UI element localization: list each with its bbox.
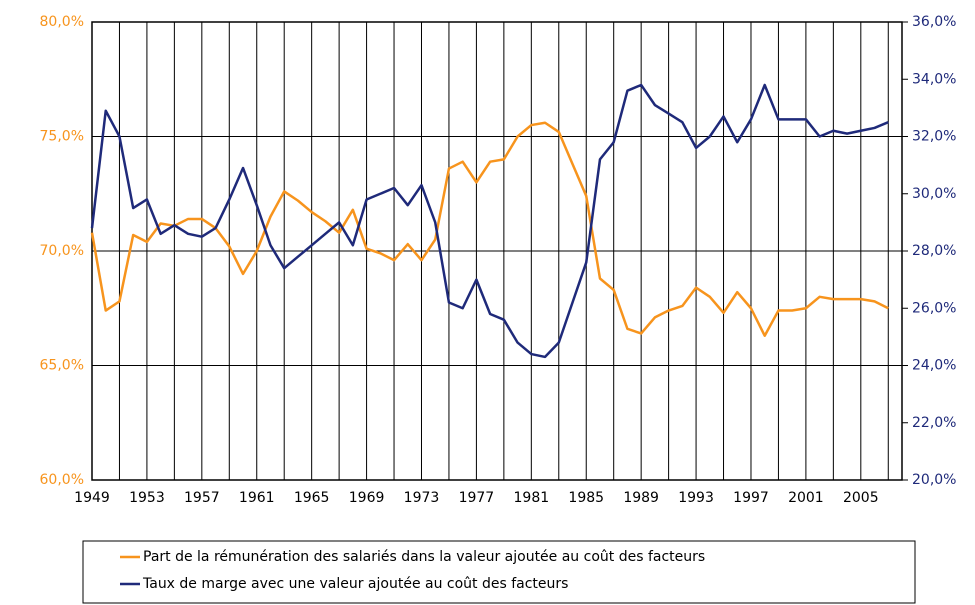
x-tick-label: 1957	[184, 490, 220, 506]
x-tick-label: 1961	[239, 490, 275, 506]
legend-label: Taux de marge avec une valeur ajoutée au…	[142, 576, 568, 592]
x-tick-label: 1965	[294, 490, 330, 506]
x-tick-label: 1949	[74, 490, 110, 506]
series-line	[90, 121, 889, 337]
y2-tick-label: 30,0%	[912, 186, 956, 202]
x-tick-label: 2001	[788, 490, 824, 506]
y2-tick-label: 20,0%	[912, 472, 956, 488]
y2-tick-label: 34,0%	[912, 71, 956, 87]
x-tick-label: 1989	[623, 490, 659, 506]
x-tick-label: 1993	[678, 490, 714, 506]
y-tick-label: 65,0%	[40, 358, 84, 374]
legend-box	[82, 540, 916, 604]
x-tick-label: 1977	[459, 490, 495, 506]
y2-tick-label: 32,0%	[912, 129, 956, 145]
y2-tick-label: 26,0%	[912, 300, 956, 316]
x-tick-label: 1953	[129, 490, 165, 506]
y-tick-label: 60,0%	[40, 472, 84, 488]
y-tick-label: 70,0%	[40, 243, 84, 259]
y2-tick-label: 24,0%	[912, 358, 956, 374]
plot-frame	[91, 21, 903, 481]
x-tick-label: 2005	[843, 490, 879, 506]
series-line	[90, 83, 889, 359]
x-tick-label: 1981	[514, 490, 550, 506]
x-tick-label: 1973	[404, 490, 440, 506]
y-tick-label: 75,0%	[40, 129, 84, 145]
y2-tick-label: 36,0%	[912, 14, 956, 30]
x-tick-label: 1985	[568, 490, 604, 506]
legend-label: Part de la rémunération des salariés dan…	[143, 549, 705, 565]
y2-tick-label: 22,0%	[912, 415, 956, 431]
y2-tick-label: 28,0%	[912, 243, 956, 259]
y-tick-label: 80,0%	[40, 14, 84, 30]
x-tick-label: 1969	[349, 490, 385, 506]
x-tick-label: 1997	[733, 490, 769, 506]
